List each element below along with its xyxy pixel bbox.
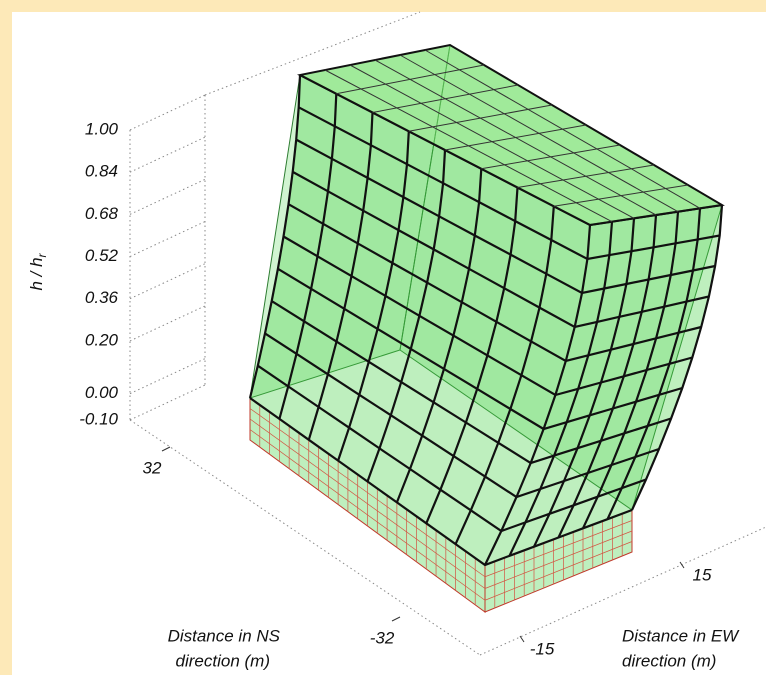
ns-axis-label: Distance in NS bbox=[168, 626, 281, 645]
chart: h / hr 1.00 0.84 0.68 0.52 0.36 0.20 0.00 -0.10… bbox=[0, 0, 766, 675]
ns-tick-label: -32 bbox=[370, 628, 395, 647]
z-tick-label: 0.36 bbox=[85, 288, 119, 307]
ew-axis-label: direction (m) bbox=[622, 651, 716, 670]
z-tick-label: 1.00 bbox=[85, 119, 119, 138]
z-axis-label-text: h / h bbox=[27, 257, 46, 290]
ew-tick-label: -15 bbox=[530, 639, 555, 658]
z-tick-label: -0.10 bbox=[79, 409, 118, 428]
ew-tick-label: 15 bbox=[693, 565, 712, 584]
z-tick-label: 0.68 bbox=[85, 204, 119, 223]
z-tick-label: 0.00 bbox=[85, 383, 119, 402]
page: {"chart_data":{"type":"wireframe", "zlab… bbox=[0, 0, 766, 675]
ns-axis-label: direction (m) bbox=[176, 651, 270, 670]
z-tick-label: 0.84 bbox=[85, 162, 118, 181]
z-tick-label: 0.52 bbox=[85, 246, 119, 265]
z-tick-label: 0.20 bbox=[85, 330, 119, 349]
ew-axis-label: Distance in EW bbox=[622, 626, 740, 645]
ns-tick-label: 32 bbox=[143, 458, 162, 477]
z-axis-label: h / hr bbox=[27, 252, 49, 290]
